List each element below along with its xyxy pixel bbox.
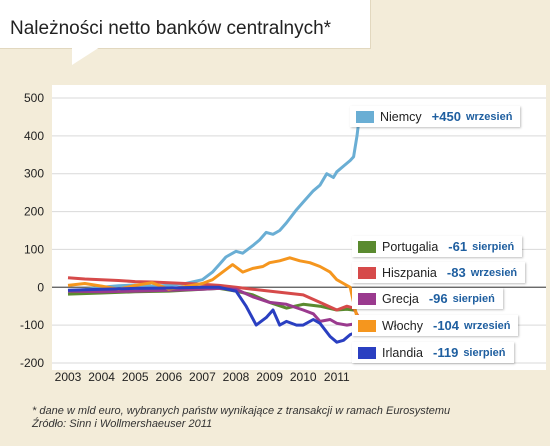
legend-month: wrzesień xyxy=(464,319,511,332)
legend-item-grecja: Grecja -96 sierpień xyxy=(352,288,503,309)
x-tick-label: 2009 xyxy=(256,370,283,384)
legend-item-portugalia: Portugalia -61 sierpień xyxy=(352,236,523,257)
legend-swatch xyxy=(358,292,376,305)
x-tick-label: 2004 xyxy=(88,370,115,384)
legend-item-niemcy: Niemcy +450 wrzesień xyxy=(350,106,521,127)
y-tick-label: 100 xyxy=(24,242,44,256)
legend-series-name: Włochy xyxy=(382,318,423,333)
series-line-grecja xyxy=(67,286,357,327)
legend-item-hiszpania: Hiszpania -83 wrzesień xyxy=(352,262,526,283)
legend-swatch xyxy=(358,240,376,253)
series-lines xyxy=(67,116,361,344)
footnote: * dane w mld euro, wybranych państw wyni… xyxy=(32,405,450,431)
legend-item-irlandia: Irlandia -119 sierpień xyxy=(352,342,514,363)
legend-month: sierpień xyxy=(463,346,506,359)
y-tick-label: -200 xyxy=(20,356,44,370)
legend-value: -61 xyxy=(448,239,468,254)
y-tick-label: -100 xyxy=(20,318,44,332)
legend-swatch xyxy=(356,110,374,123)
y-tick-label: 500 xyxy=(24,91,44,105)
legend-month: wrzesień xyxy=(470,266,518,279)
legend-series-name: Grecja xyxy=(382,291,419,306)
legend-month: wrzesień xyxy=(465,110,513,123)
legend-month: sierpień xyxy=(452,292,495,305)
legend-item-włochy: Włochy -104 wrzesień xyxy=(352,315,519,336)
legend-swatch xyxy=(358,346,376,359)
legend-month: sierpień xyxy=(472,240,515,253)
y-tick-label: 200 xyxy=(24,205,44,219)
y-tick-label: 400 xyxy=(24,129,44,143)
x-tick-label: 2008 xyxy=(223,370,250,384)
series-line-hiszpania xyxy=(67,276,361,320)
legend-value: -104 xyxy=(432,318,460,333)
x-tick-label: 2011 xyxy=(324,370,350,384)
x-tick-label: 2007 xyxy=(189,370,216,384)
series-line-irlandia xyxy=(67,285,357,344)
x-tick-label: 2006 xyxy=(155,370,182,384)
y-tick-label: 0 xyxy=(37,280,44,294)
legend-series-name: Portugalia xyxy=(382,239,439,254)
chart-title: Należności netto banków centralnych* xyxy=(10,18,332,39)
legend-series-name: Niemcy xyxy=(380,109,422,124)
x-tick-label: 2010 xyxy=(290,370,317,384)
y-tick-label: 300 xyxy=(24,167,44,181)
legend-value: -96 xyxy=(428,291,448,306)
series-line-włochy xyxy=(67,256,361,328)
legend-series-name: Irlandia xyxy=(382,345,423,360)
x-axis-ticks: 2003 2004 2005 2006 2007 2008 2009 2010 2011 xyxy=(55,370,350,384)
x-tick-label: 2003 xyxy=(55,370,82,384)
legend-swatch xyxy=(358,266,376,279)
legend-swatch xyxy=(358,319,376,332)
series-line-niemcy xyxy=(67,116,361,293)
x-tick-label: 2005 xyxy=(122,370,149,384)
title-box: Należności netto banków centralnych* xyxy=(0,0,371,49)
y-axis-ticks: 500 400 300 200 100 0 -100 -200 xyxy=(20,91,44,370)
title-callout-tail xyxy=(72,47,100,65)
footnote-source: Źródło: Sinn i Wollmershaeuser 2011 xyxy=(32,418,213,430)
footnote-note: * dane w mld euro, wybranych państw wyni… xyxy=(32,405,451,417)
legend-value: -119 xyxy=(433,345,459,360)
legend-value: +450 xyxy=(431,109,461,124)
legend-series-name: Hiszpania xyxy=(382,265,437,280)
legend-value: -83 xyxy=(446,265,466,280)
